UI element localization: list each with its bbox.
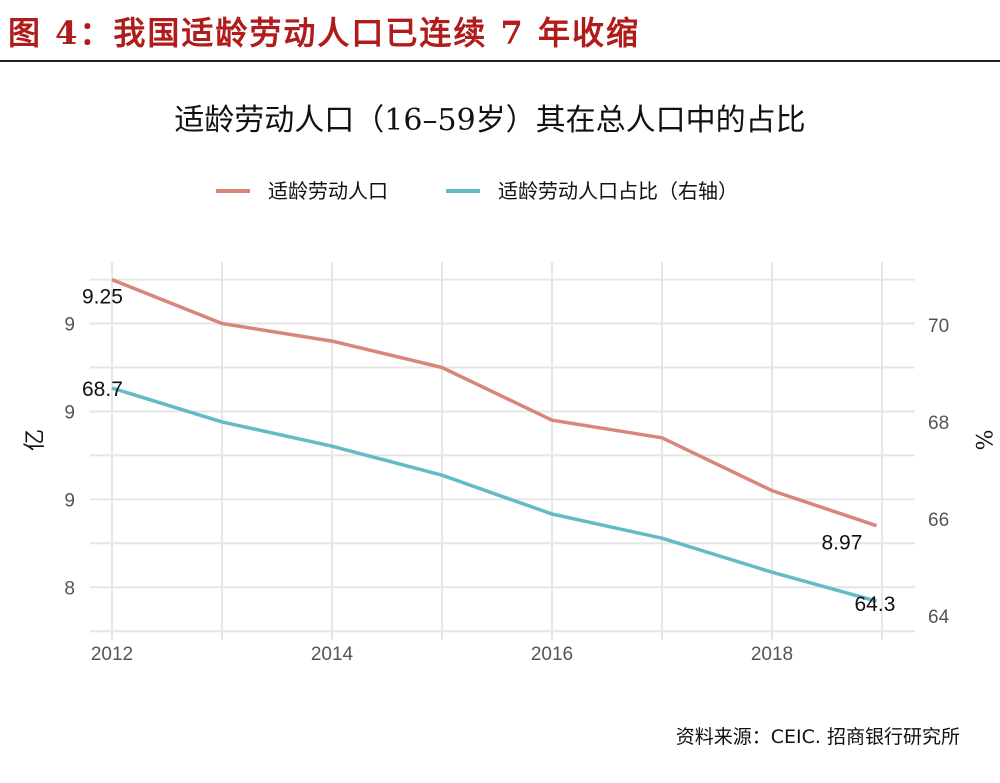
series-lines [111, 277, 878, 603]
grid [90, 262, 915, 640]
data-label: 68.7 [82, 378, 123, 401]
x-tick-label: 2012 [91, 644, 133, 665]
chart-title: 适龄劳动人口（16–59岁）其在总人口中的占比 [174, 103, 805, 138]
x-tick-label: 2014 [311, 644, 354, 665]
y2-tick-label: 66 [928, 510, 949, 531]
y2-tick-label: 68 [928, 413, 949, 434]
y2-tick-label: 70 [928, 316, 949, 337]
x-axis-ticks: 2012 2014 2016 2018 [91, 644, 793, 665]
y2-axis-title: % [970, 430, 995, 451]
series-line-1 [111, 277, 878, 528]
source-note: 资料来源：CEIC. 招商银行研究所 [675, 726, 960, 748]
x-tick-label: 2016 [531, 644, 573, 665]
title-rule [0, 60, 1000, 62]
data-label: 8.97 [822, 532, 863, 555]
series-line-2 [111, 386, 877, 603]
line-chart: 适龄劳动人口（16–59岁）其在总人口中的占比 适龄劳动人口 适龄劳动人口占比（右… [23, 103, 995, 665]
legend: 适龄劳动人口 适龄劳动人口占比（右轴） [216, 179, 738, 203]
legend-label-2: 适龄劳动人口占比（右轴） [498, 179, 738, 203]
y-tick-label: 9 [64, 490, 75, 511]
y-axis-title: 亿 [23, 429, 48, 451]
y-tick-label: 9 [64, 402, 75, 423]
data-labels: 9.25 8.97 68.7 64.3 [82, 286, 895, 617]
right-axis-ticks: 64 66 68 70 [928, 316, 950, 628]
data-label: 64.3 [855, 593, 896, 616]
data-label: 9.25 [82, 286, 123, 309]
left-axis-ticks: 8 9 9 9 [64, 315, 75, 600]
figure-title: 图 4：我国适龄劳动人口已连续 7 年收缩 [8, 14, 640, 52]
legend-label-1: 适龄劳动人口 [268, 179, 388, 203]
y2-tick-label: 64 [928, 607, 950, 628]
y-tick-label: 9 [64, 315, 75, 336]
y-tick-label: 8 [64, 578, 75, 599]
x-tick-label: 2018 [751, 644, 793, 665]
